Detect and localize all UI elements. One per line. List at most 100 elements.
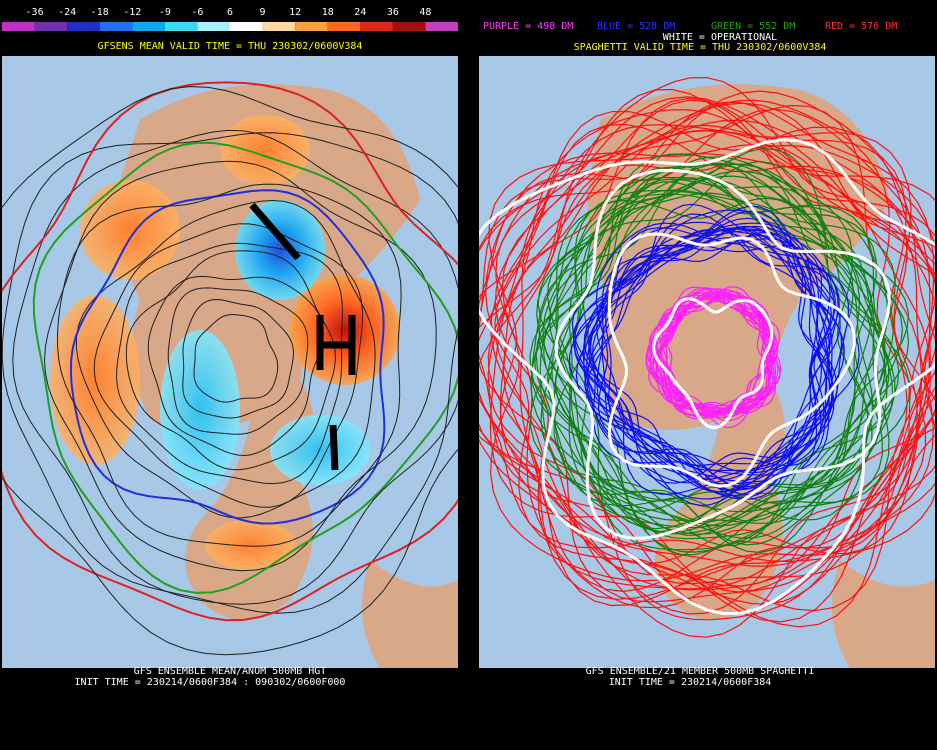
- ensemble-member: [479, 126, 935, 614]
- legend-entry: GREEN = 552 DM: [711, 21, 795, 32]
- height-contour: [147, 275, 324, 457]
- ensemble-member: [479, 101, 935, 612]
- operational-member: [479, 138, 935, 616]
- colorbar-swatch: [295, 22, 328, 31]
- colorbar-label: 48: [419, 7, 431, 18]
- operational-member: [652, 297, 774, 430]
- ensemble-member: [601, 203, 831, 484]
- ensemble-member: [479, 102, 935, 563]
- height-contour: [12, 129, 458, 605]
- colorbar-label: -9: [159, 7, 171, 18]
- ensemble-member: [543, 192, 877, 540]
- colorbar-swatch: [132, 22, 165, 31]
- colorbar-label: -24: [58, 7, 76, 18]
- colorbar-swatch: [99, 22, 133, 31]
- ensemble-member: [539, 147, 880, 546]
- ensemble-member: [479, 108, 932, 623]
- colorbar-label: 6: [227, 7, 233, 18]
- land: [587, 84, 890, 621]
- colorbar-swatch: [360, 22, 393, 31]
- height-contour: [2, 81, 458, 622]
- colorbar-label: 18: [322, 7, 334, 18]
- ensemble-member: [494, 123, 935, 615]
- colorbar-swatch: [164, 22, 198, 31]
- ensemble-member: [588, 231, 818, 493]
- ensemble-member: [584, 228, 834, 467]
- low-marker: [249, 202, 301, 261]
- height-contour: [75, 199, 376, 519]
- colorbar: -36 -24 -18 -12 -9 -6 6 9 12 18 24 36 48: [2, 7, 458, 31]
- colorbar-swatch: [197, 22, 230, 31]
- ensemble-member: [530, 164, 886, 521]
- ensemble-member: [538, 160, 873, 554]
- ensemble-member: [586, 229, 833, 471]
- ensemble-member: [479, 99, 927, 605]
- ensemble-member: [479, 124, 918, 585]
- ensemble-member: [502, 76, 934, 607]
- anomaly: [220, 115, 310, 185]
- legend-entry: PURPLE = 498 DM: [483, 21, 573, 32]
- colorbar-swatch: [262, 22, 296, 31]
- anomaly: [80, 180, 180, 280]
- ensemble-member: [537, 189, 910, 535]
- left-map: [2, 56, 458, 668]
- colorbar-label: 9: [260, 7, 266, 18]
- ensemble-member: [494, 124, 935, 590]
- legend: PURPLE = 498 DM BLUE = 528 DM GREEN = 552 …: [483, 21, 897, 32]
- height-contour: [32, 141, 458, 594]
- left-footer: GFS ENSEMBLE MEAN/ANOM 500MB HGT: [134, 666, 327, 677]
- ensemble-member: [649, 288, 770, 417]
- colorbar-label: -36: [26, 7, 44, 18]
- ensemble-member: [487, 129, 912, 621]
- colorbar-swatch: [34, 22, 68, 31]
- height-contour: [2, 86, 458, 656]
- left-header: GFSENS MEAN VALID TIME = THU 230302/0600…: [98, 41, 363, 52]
- operational-label: WHITE = OPERATIONAL: [663, 32, 777, 43]
- ensemble-member: [529, 163, 884, 527]
- colorbar-swatch: [392, 22, 426, 31]
- legend-entry: BLUE = 528 DM: [597, 21, 675, 32]
- contours: [2, 81, 458, 656]
- colorbar-label: 24: [354, 7, 366, 18]
- colorbar-label: 12: [289, 7, 301, 18]
- right-footer: GFS ENSEMBLE/21 MEMBER 500MB SPAGHETTI: [586, 666, 815, 677]
- operational-member: [554, 168, 891, 540]
- height-contour: [69, 189, 386, 525]
- left-footer: INIT TIME = 230214/0600F384 : 090302/060…: [75, 677, 346, 688]
- right-header: SPAGHETTI VALID TIME = THU 230302/0600V3…: [574, 42, 827, 53]
- ensemble-member: [656, 296, 781, 416]
- height-contour: [125, 250, 336, 471]
- ensemble-member: [596, 222, 829, 500]
- height-contour: [2, 132, 458, 614]
- height-contour: [56, 183, 402, 547]
- ensemble-member: [479, 90, 935, 628]
- ensemble-member: [487, 109, 935, 600]
- anomaly: [205, 520, 295, 570]
- right-map: [479, 56, 935, 668]
- spaghetti: [479, 76, 935, 638]
- colorbar-swatch: [2, 22, 35, 31]
- anomaly: [160, 330, 240, 490]
- colorbar-label: -18: [91, 7, 109, 18]
- operational-member: [607, 232, 856, 488]
- anomaly: [270, 415, 370, 485]
- colorbar-label: -6: [191, 7, 203, 18]
- ensemble-member: [650, 286, 774, 429]
- low-marker: [329, 424, 339, 471]
- legend-entry: RED = 576 DM: [825, 21, 897, 32]
- height-contour: [182, 298, 295, 419]
- colorbar-swatch: [67, 22, 100, 31]
- high-marker: [316, 315, 356, 375]
- ensemble-member: [592, 227, 839, 500]
- colorbar-swatch: [327, 22, 361, 31]
- divider: [466, 0, 476, 750]
- land: [117, 84, 420, 621]
- height-contour: [167, 287, 309, 435]
- height-contour: [43, 160, 437, 572]
- colorbar-label: 36: [387, 7, 399, 18]
- colorbar-swatch: [230, 22, 263, 31]
- height-contour: [93, 223, 364, 508]
- ensemble-member: [548, 166, 903, 534]
- colorbar-swatch: [425, 22, 458, 31]
